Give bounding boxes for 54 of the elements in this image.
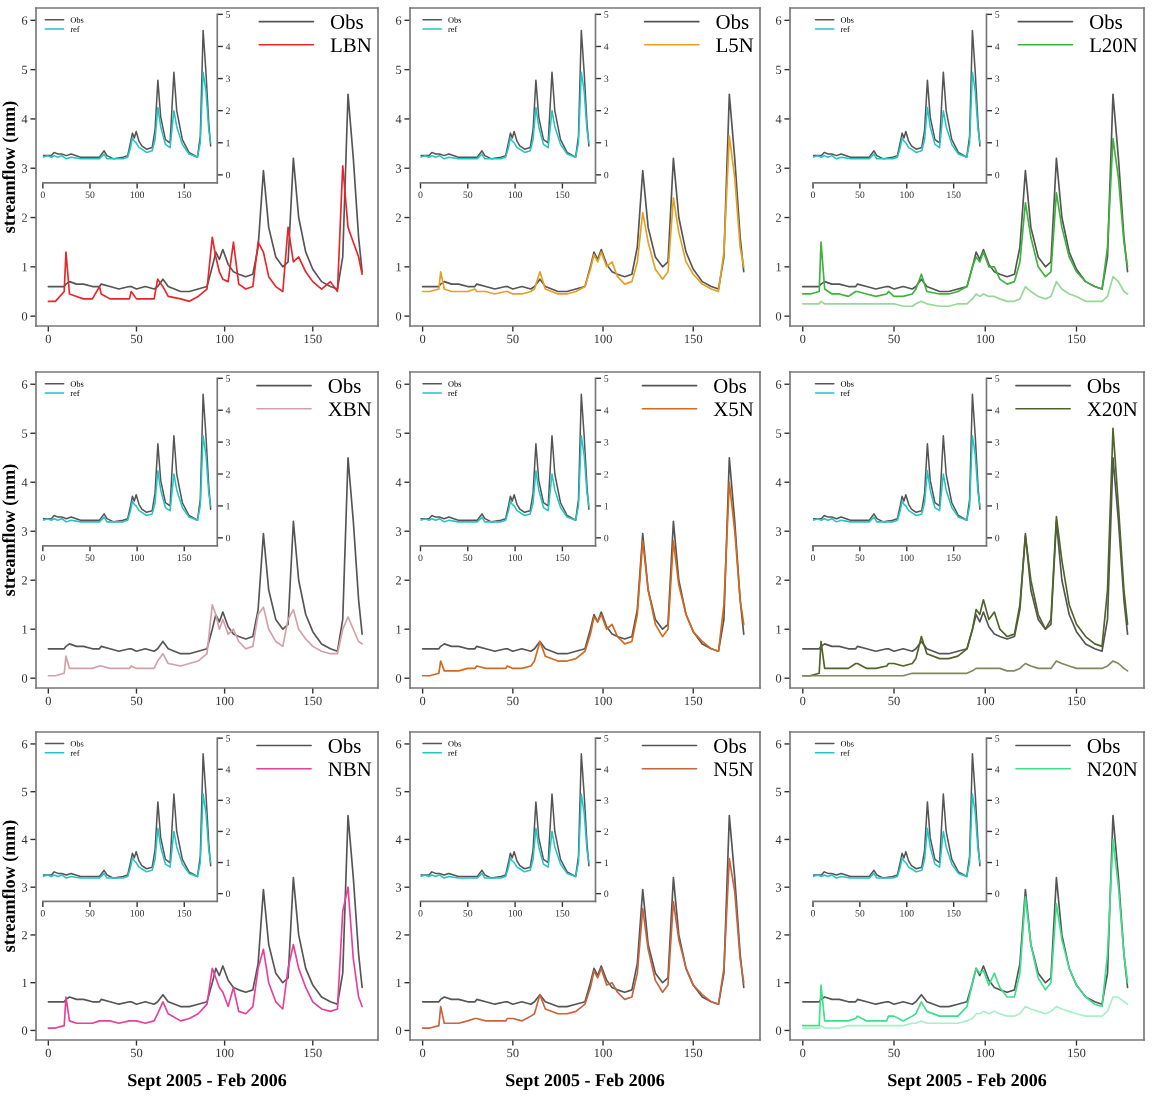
line-series (801, 838, 1129, 1027)
legend-label: XBN (328, 402, 372, 417)
line-series (420, 393, 590, 523)
y-axis-title: streamflow (mm) (2, 820, 19, 952)
legend-label: N5N (713, 762, 754, 777)
line-series (42, 393, 212, 523)
line-series (813, 71, 981, 160)
legend-label: X20N (1087, 402, 1138, 417)
line-series (420, 752, 590, 879)
legend-label: Obs (1087, 738, 1120, 754)
legend-label: X5N (713, 402, 754, 417)
line-series (42, 29, 212, 160)
line-series (801, 660, 1129, 677)
legend-label: Obs (1087, 378, 1120, 394)
line-series (42, 752, 212, 879)
legend-label: LBN (330, 38, 372, 53)
line-series (801, 275, 1129, 308)
line-series (801, 996, 1129, 1029)
legend-label: Obs (716, 14, 749, 30)
line-series (42, 434, 212, 523)
line-series (47, 603, 363, 677)
line-series (420, 793, 590, 879)
legend-label: Obs (714, 378, 747, 394)
line-series (420, 71, 590, 160)
legend-label: NBN (328, 762, 372, 777)
legend-label: Obs (714, 738, 747, 754)
line-series (813, 393, 981, 523)
line-series (47, 886, 363, 1029)
x-axis-title: Sept 2005 - Feb 2006 (128, 1073, 287, 1090)
line-series (47, 456, 363, 655)
y-axis-title: streamflow (mm) (2, 464, 19, 596)
line-series (42, 71, 212, 160)
legend-label: N20N (1087, 762, 1138, 777)
legend-label: Obs (328, 378, 361, 394)
legend-label: Obs (330, 14, 363, 30)
legend-label: Obs (1090, 14, 1122, 30)
legend-label: L5N (716, 38, 754, 53)
legend-label: Obs (328, 738, 361, 754)
line-series (801, 137, 1129, 298)
line-series (813, 29, 981, 160)
x-axis-title: Sept 2005 - Feb 2006 (506, 1073, 665, 1090)
line-series (47, 814, 363, 1008)
line-series (420, 434, 590, 523)
line-series (813, 793, 981, 879)
legend-label: L20N (1089, 38, 1138, 53)
line-series (813, 434, 981, 523)
line-series (42, 793, 212, 879)
x-axis-title: Sept 2005 - Feb 2006 (888, 1073, 1047, 1090)
y-axis-title: streamflow (mm) (2, 101, 19, 233)
line-series (813, 752, 981, 879)
line-series (47, 164, 363, 303)
line-series (47, 93, 363, 293)
line-series (801, 93, 1129, 293)
line-series (420, 29, 590, 160)
